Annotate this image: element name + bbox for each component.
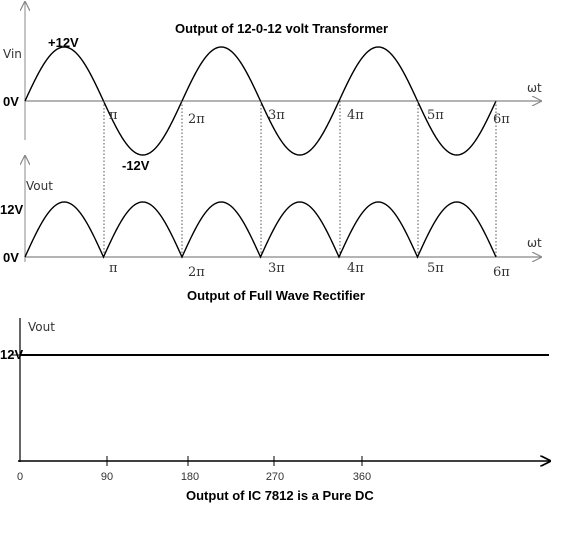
- panel2-zero: 0V: [3, 250, 19, 265]
- panel2-title: Output of Full Wave Rectifier: [187, 288, 365, 303]
- rectified-wave: [24, 201, 497, 259]
- panel1-pi-label: 6π: [493, 112, 510, 127]
- panel1-zero: 0V: [3, 94, 19, 109]
- panel2-peak: 12V: [0, 202, 23, 217]
- x-tick-label: 360: [353, 471, 371, 483]
- panel1-ylabel: Vin: [3, 47, 22, 61]
- x-tick-label: 0: [17, 471, 23, 483]
- panel1-xlabel: ωt: [527, 81, 542, 95]
- panel1-pi-label: 3π: [268, 108, 285, 123]
- panel1-peak-neg: -12V: [122, 158, 150, 173]
- panel2-pi-label: 2π: [188, 265, 205, 280]
- x-tick-label: 270: [266, 471, 284, 483]
- panel3-title: Output of IC 7812 is a Pure DC: [186, 488, 374, 503]
- panel1-peak-pos: +12V: [48, 35, 79, 50]
- x-tick-label: 180: [181, 471, 199, 483]
- panel-regulator: Vout 12V 0 90 180 270 360 Output of IC 7…: [0, 318, 550, 503]
- panel3-ylabel: Vout: [28, 320, 55, 334]
- panel2-pi-label: 3π: [268, 261, 285, 276]
- panel2-pi-label: 5π: [427, 261, 444, 276]
- panel2-pi-label: 4π: [347, 261, 364, 276]
- guide-lines: [103, 101, 497, 257]
- panel1-pi-label: 5π: [427, 108, 444, 123]
- panel1-pi-label: 4π: [347, 108, 364, 123]
- panel2-xlabel: ωt: [527, 236, 542, 250]
- panel1-title: Output of 12-0-12 volt Transformer: [175, 21, 388, 36]
- panel3-level: 12V: [0, 347, 23, 362]
- panel2-ylabel: Vout: [26, 179, 53, 193]
- panel2-pi-label: π: [109, 261, 118, 276]
- panel1-pi-label: π: [109, 108, 118, 123]
- panel-rectifier: Vout 12V 0V ωt π 2π 3π 4π 5π 6π Output o…: [0, 156, 542, 303]
- panel-transformer: Output of 12-0-12 volt Transformer Vin +…: [3, 2, 542, 173]
- panel1-pi-label: 2π: [188, 112, 205, 127]
- panel2-pi-label: 6π: [493, 265, 510, 280]
- x-tick-label: 90: [101, 471, 113, 483]
